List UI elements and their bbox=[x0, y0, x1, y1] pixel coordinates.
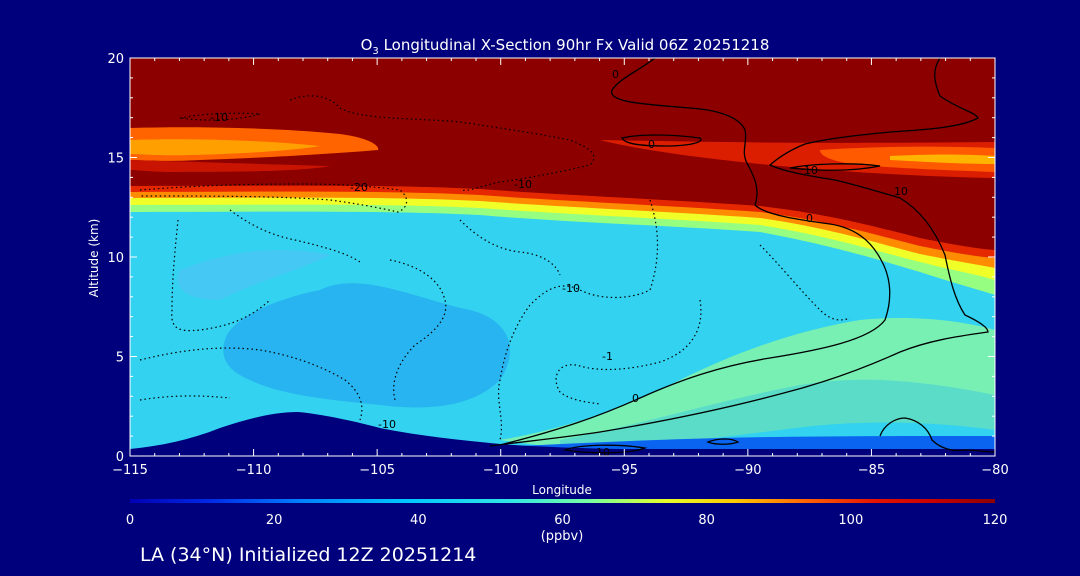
colorbar-axis: 0 20 40 60 80 100 120 bbox=[126, 513, 1008, 528]
contour-mid-4 bbox=[555, 299, 702, 405]
x-axis: −115 −110 −105 −100 −95 −90 −85 −80 bbox=[112, 58, 1009, 478]
contour-zero-right bbox=[489, 58, 989, 447]
stratosphere-region bbox=[130, 58, 995, 250]
colorbar-tick-label: 60 bbox=[554, 513, 571, 528]
contour-mid-8 bbox=[459, 219, 561, 276]
y-tick-label: 15 bbox=[107, 152, 124, 167]
contour-mid-6 bbox=[139, 347, 363, 421]
y-tick-label: 20 bbox=[107, 52, 124, 67]
contour-label-3: 0 bbox=[806, 212, 813, 225]
x-axis-label: Longitude bbox=[532, 483, 592, 497]
contour-mid-5 bbox=[759, 244, 851, 321]
boundary-layer-band-inner bbox=[560, 379, 995, 450]
contour-mid-2 bbox=[171, 219, 271, 332]
low-ozone-region-2 bbox=[177, 250, 330, 300]
solid-contours bbox=[489, 58, 995, 454]
y-axis: 0 5 10 15 20 bbox=[107, 52, 995, 465]
colorbar-tick-label: 100 bbox=[838, 513, 863, 528]
x-tick-label: −95 bbox=[611, 463, 638, 478]
x-tick-label: −85 bbox=[858, 463, 885, 478]
boundary-layer-band bbox=[500, 318, 995, 448]
contour-label-9: -10 bbox=[562, 282, 580, 295]
x-tick-label: −90 bbox=[734, 463, 761, 478]
footer-text: LA (34°N) Initialized 12Z 20251214 bbox=[140, 544, 476, 566]
x-tick-label: −105 bbox=[359, 463, 395, 478]
fold-left-yellow bbox=[130, 139, 320, 156]
contour-label-12: -20 bbox=[350, 181, 368, 194]
ozone-field: 0 0 0 0 10 10 -10 -10 -10 -10 -10 -20 -1 bbox=[130, 58, 995, 459]
contour-ten-fold bbox=[621, 134, 702, 147]
dotted-contours bbox=[139, 95, 851, 441]
contour-label-4: 0 bbox=[632, 392, 639, 405]
contour-mid-3 bbox=[389, 259, 447, 401]
colorbar-unit-label: (ppbv) bbox=[541, 529, 584, 544]
contour-label-1: 0 bbox=[612, 68, 619, 81]
fold-right-yellow bbox=[890, 154, 995, 164]
contour-mid-1 bbox=[497, 199, 659, 441]
fold-left-red bbox=[130, 160, 330, 172]
x-tick-label: −100 bbox=[483, 463, 519, 478]
contour-surface-1 bbox=[562, 444, 648, 454]
y-tick-label: 10 bbox=[107, 251, 124, 266]
contour-label-8: -10 bbox=[514, 178, 532, 191]
chart-title: O3 Longitudinal X-Section 90hr Fx Valid … bbox=[361, 36, 770, 57]
contour-surface-2 bbox=[706, 438, 740, 445]
contour-minus-ten-left bbox=[179, 112, 261, 121]
colorbar bbox=[130, 499, 995, 503]
contour-minus-twenty bbox=[139, 183, 408, 213]
contour-surface-right bbox=[879, 417, 995, 453]
contour-mid-9 bbox=[229, 209, 361, 263]
low-ozone-region bbox=[223, 283, 510, 408]
contour-ten-right bbox=[789, 163, 881, 171]
colorbar-tick-label: 120 bbox=[983, 513, 1008, 528]
contour-mid-7 bbox=[139, 395, 231, 401]
colorbar-tick-label: 40 bbox=[410, 513, 427, 528]
terrain bbox=[130, 412, 995, 456]
contour-label-5: 10 bbox=[804, 164, 818, 177]
y-tick-label: 0 bbox=[116, 450, 124, 465]
y-axis-label: Altitude (km) bbox=[87, 219, 101, 298]
contour-label-10: -10 bbox=[378, 418, 396, 431]
x-tick-label: −115 bbox=[112, 463, 148, 478]
colorbar-tick-label: 80 bbox=[698, 513, 715, 528]
colorbar-tick-label: 0 bbox=[126, 513, 134, 528]
contour-label-11: -10 bbox=[592, 446, 610, 459]
colorbar-tick-label: 20 bbox=[266, 513, 283, 528]
contour-zero-upper bbox=[499, 58, 891, 446]
y-tick-label: 5 bbox=[116, 351, 124, 366]
contour-label-6: 10 bbox=[894, 185, 908, 198]
contour-label-2: 0 bbox=[648, 138, 655, 151]
contour-label-7: -10 bbox=[210, 111, 228, 124]
x-tick-label: −110 bbox=[236, 463, 272, 478]
x-tick-label: −80 bbox=[981, 463, 1008, 478]
contour-label-13: -1 bbox=[602, 350, 613, 363]
